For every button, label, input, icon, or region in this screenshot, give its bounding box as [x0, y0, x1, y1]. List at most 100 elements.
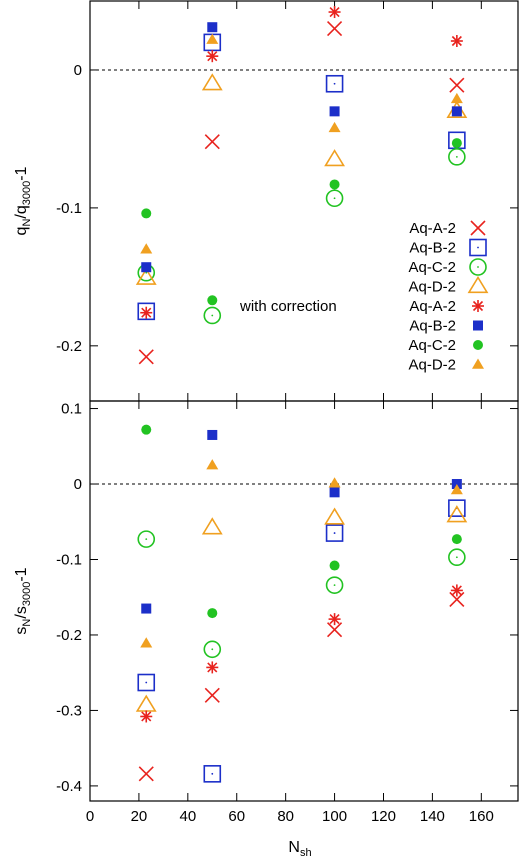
data-point-filled-square [329, 487, 340, 498]
data-point-open-circle [448, 148, 466, 166]
legend-correction-label: with correction [239, 298, 337, 315]
legend-label: Aq-C-2 [408, 259, 456, 276]
data-point-filled-circle [141, 424, 152, 435]
bottom-plot-frame [89, 400, 519, 802]
data-point-open-triangle [135, 267, 157, 285]
data-point-filled-circle [451, 138, 462, 149]
data-point-open-square [137, 673, 156, 692]
y-tick-label: 0.1 [61, 401, 82, 418]
data-point-open-circle [448, 548, 466, 567]
x-tick-label: 140 [420, 808, 445, 825]
data-point-filled-triangle [140, 243, 153, 254]
data-point-filled-triangle [328, 121, 341, 133]
data-point-filled-triangle [140, 637, 153, 648]
data-point-filled-triangle [206, 33, 219, 44]
x-tick-label: 0 [86, 808, 94, 825]
data-point-filled-circle [141, 208, 152, 219]
legend-label: Aq-B-2 [409, 318, 456, 335]
data-point-open-circle [325, 189, 344, 208]
data-point-filled-triangle [450, 484, 463, 495]
data-point-filled-square [141, 603, 152, 614]
legend-symbol-open-triangle [467, 275, 489, 294]
data-point-filled-square [141, 262, 152, 273]
top-panel: qN/q3000-1 0-0.1-0.2Aq-A-2Aq-B-2Aq-C-2Aq… [13, 0, 519, 402]
y-tick-label: -0.1 [56, 551, 82, 568]
legend-label: Aq-B-2 [409, 240, 456, 257]
data-point-star [450, 584, 463, 597]
data-point-open-triangle [201, 517, 223, 535]
legend-label: Aq-A-2 [409, 298, 456, 315]
data-point-filled-circle [207, 608, 218, 619]
data-point-star [328, 613, 341, 626]
y-tick-label: -0.2 [56, 338, 82, 355]
x-tick-label: 80 [277, 808, 294, 825]
data-point-open-circle [137, 530, 156, 548]
data-point-filled-triangle [206, 459, 219, 470]
data-point-x [138, 766, 154, 782]
legend-symbol-open-circle [469, 258, 487, 276]
legend-symbol-open-square [469, 238, 487, 257]
legend-label: Aq-D-2 [408, 357, 456, 374]
data-point-filled-square [329, 106, 340, 117]
x-tick-label: 100 [322, 808, 347, 825]
legend-symbol-filled-square [473, 320, 483, 331]
data-point-filled-square [207, 429, 218, 440]
legend-label: Aq-D-2 [408, 279, 456, 296]
data-point-filled-square [451, 479, 462, 490]
x-tick-label: 20 [131, 808, 148, 825]
y-tick-label: 0 [74, 476, 82, 493]
data-point-x [204, 134, 220, 150]
data-point-x [327, 622, 343, 638]
bottom-panel: sN/s3000-1 Nsh 0.10-0.1-0.2-0.3-0.40 20 40… [13, 400, 519, 859]
x-tick-label: 120 [371, 808, 396, 825]
data-point-x [204, 687, 220, 703]
data-point-open-triangle [324, 149, 345, 167]
data-point-star [206, 661, 219, 674]
data-point-open-square [325, 74, 344, 93]
y-tick-label: -0.2 [56, 627, 82, 644]
data-point-open-circle [203, 306, 222, 325]
data-point-open-circle [203, 640, 222, 659]
data-point-filled-square [207, 22, 218, 33]
x-tick-label: 60 [228, 808, 245, 825]
data-point-open-triangle [135, 694, 157, 712]
data-point-open-triangle [201, 73, 223, 91]
legend-symbol-filled-triangle [472, 358, 484, 369]
legend-label: Aq-C-2 [408, 337, 456, 354]
data-point-x [449, 77, 465, 93]
data-point-star [140, 306, 153, 319]
data-point-star [328, 6, 341, 19]
y-tick-label: 0 [74, 62, 82, 79]
bottom-y-axis-label: sN/s3000-1 [13, 567, 33, 634]
data-point-filled-circle [451, 534, 462, 545]
data-point-open-triangle [324, 507, 345, 525]
data-point-open-square [203, 765, 222, 783]
data-point-x [449, 591, 465, 608]
legend-symbol-filled-circle [473, 340, 483, 350]
data-point-filled-square [451, 106, 462, 117]
y-tick-label: -0.3 [56, 702, 82, 719]
data-point-open-square [325, 524, 344, 542]
data-point-x [138, 349, 154, 365]
data-point-filled-circle [329, 560, 340, 571]
data-point-filled-triangle [450, 92, 463, 104]
data-point-star [450, 35, 463, 47]
y-tick-label: -0.4 [56, 778, 82, 795]
data-point-open-triangle [446, 505, 468, 523]
data-point-filled-triangle [328, 477, 341, 488]
top-y-axis-label: qN/q3000-1 [13, 166, 33, 235]
data-point-open-circle [325, 576, 344, 594]
data-point-x [327, 21, 343, 37]
data-point-filled-circle [329, 179, 340, 190]
x-axis-label: Nsh [288, 839, 311, 859]
data-point-filled-circle [207, 295, 218, 306]
legend-symbol-x [470, 220, 486, 236]
legend-label: Aq-A-2 [409, 220, 456, 237]
x-tick-label: 40 [179, 808, 196, 825]
y-tick-label: -0.1 [56, 200, 82, 217]
legend-symbol-star [472, 300, 484, 312]
legend: Aq-A-2 Aq-B-2 Aq-C-2 Aq-D-2 Aq-A-2 Aq-B-2 Aq-C… [239, 220, 489, 374]
x-tick-label: 160 [469, 808, 494, 825]
data-point-star [140, 710, 153, 723]
